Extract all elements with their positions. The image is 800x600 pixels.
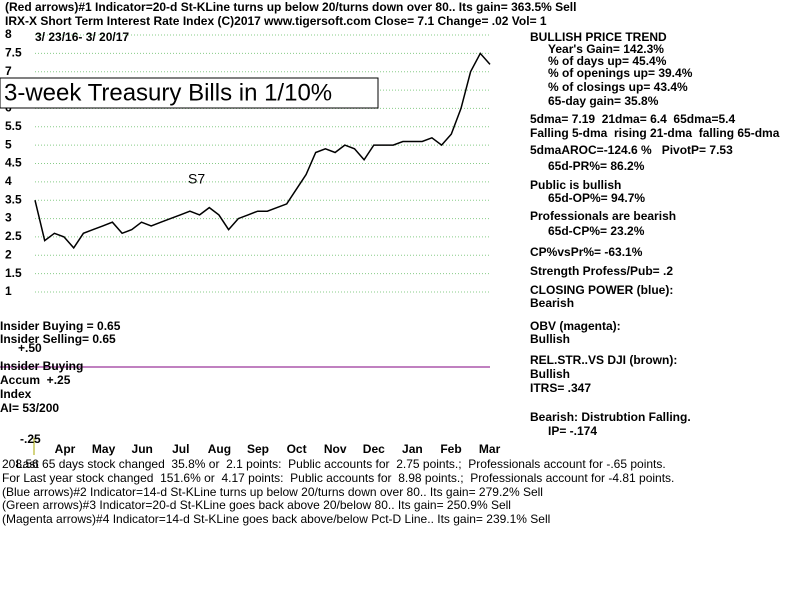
grid: 87.576.565.554.543.532.521.51 (5, 27, 490, 298)
panel-text: 5dmaAROC=-124.6 % PivotP= 7.53 (530, 143, 733, 157)
left-label: Insider Buying (0, 359, 83, 373)
panel-text: BULLISH PRICE TREND (530, 30, 667, 44)
chart-title: 3-week Treasury Bills in 1/10% (4, 79, 332, 106)
panel-text: % of openings up= 39.4% (548, 66, 693, 80)
left-label: -.25 (20, 432, 41, 446)
x-tick-label: Dec (363, 442, 385, 456)
panel-text: 65d-PR%= 86.2% (548, 159, 645, 173)
y-tick-label: 3 (5, 211, 12, 225)
footer-line: Last 65 days stock changed 35.8% or 2.1 … (16, 457, 666, 471)
footer-line: For Last year stock changed 151.6% or 4.… (2, 471, 674, 485)
y-tick-label: 7.5 (5, 46, 22, 60)
panel-text: Falling 5-dma rising 21-dma falling 65-d… (530, 126, 780, 140)
x-tick-label: Sep (247, 442, 269, 456)
panel-text: Bullish (530, 367, 570, 381)
annotation: S7 (188, 171, 205, 187)
x-tick-label: Mar (479, 442, 501, 456)
y-tick-label: 4.5 (5, 156, 22, 170)
panel-text: Bearish: Distrubtion Falling. (530, 410, 691, 424)
x-tick-label: May (92, 442, 116, 456)
x-tick-label: Oct (287, 442, 307, 456)
header-line: IRX-X Short Term Interest Rate Index (C)… (5, 14, 547, 28)
panel-text: OBV (magenta): (530, 319, 621, 333)
x-tick-label: Feb (440, 442, 461, 456)
y-tick-label: 8 (5, 27, 12, 41)
panel-text: % of days up= 45.4% (548, 54, 667, 68)
y-tick-label: 2 (5, 247, 12, 261)
y-tick-label: 3.5 (5, 192, 22, 206)
left-label: +.50 (18, 341, 42, 355)
y-tick-label: 7 (5, 64, 12, 78)
x-tick-label: Aug (208, 442, 231, 456)
panel-text: Strength Profess/Pub= .2 (530, 264, 673, 278)
price-line (34, 52, 491, 250)
panel-text: Bullish (530, 332, 570, 346)
panel-text: CP%vsPr%= -63.1% (530, 245, 643, 259)
y-tick-label: 2.5 (5, 229, 22, 243)
footer-line: (Magenta arrows)#4 Indicator=14-d St-KLi… (2, 512, 550, 526)
footer-line: 208.56 (2, 457, 39, 471)
panel-text: Bearish (530, 296, 574, 310)
header-line: (Red arrows)#1 Indicator=20-d St-KLine t… (5, 0, 576, 14)
panel-text: ITRS= .347 (530, 381, 591, 395)
y-tick-label: 4 (5, 174, 12, 188)
panel-text: CLOSING POWER (blue): (530, 283, 673, 297)
y-tick-label: 1 (5, 284, 12, 298)
left-label: Insider Selling= 0.65 (0, 332, 116, 346)
panel-text: 65d-OP%= 94.7% (548, 191, 645, 205)
title-box (0, 77, 379, 109)
footer-line: (Green arrows)#3 Indicator=20-d St-KLine… (2, 498, 511, 512)
y-tick-label: 1.5 (5, 266, 22, 280)
panel-text: REL.STR..VS DJI (brown): (530, 353, 677, 367)
footer-line: (Blue arrows)#2 Indicator=14-d St-KLine … (2, 485, 543, 499)
panel-text: 65d-CP%= 23.2% (548, 224, 645, 238)
panel-text: % of closings up= 43.4% (548, 80, 688, 94)
panel-text: Professionals are bearish (530, 209, 676, 223)
left-label: Accum +.25 (0, 373, 71, 387)
y-tick-label: 5.5 (5, 119, 22, 133)
left-label: AI= 53/200 (0, 401, 59, 415)
panel-text: 5dma= 7.19 21dma= 6.4 65dma=5.4 (530, 112, 735, 126)
x-tick-label: Jan (402, 442, 423, 456)
panel-text: IP= -.174 (548, 424, 597, 438)
panel-text: Public is bullish (530, 178, 621, 192)
panel-text: Year's Gain= 142.3% (548, 42, 664, 56)
x-tick-label: Nov (324, 442, 347, 456)
y-tick-label: 5 (5, 137, 12, 151)
left-label: Insider Buying = 0.65 (0, 319, 121, 333)
x-tick-label: Apr (55, 442, 76, 456)
date-range: 3/ 23/16- 3/ 20/17 (35, 30, 129, 44)
left-label: Index (0, 387, 32, 401)
panel-text: 65-day gain= 35.8% (548, 94, 659, 108)
x-tick-label: Jul (172, 442, 189, 456)
x-tick-label: Jun (132, 442, 153, 456)
